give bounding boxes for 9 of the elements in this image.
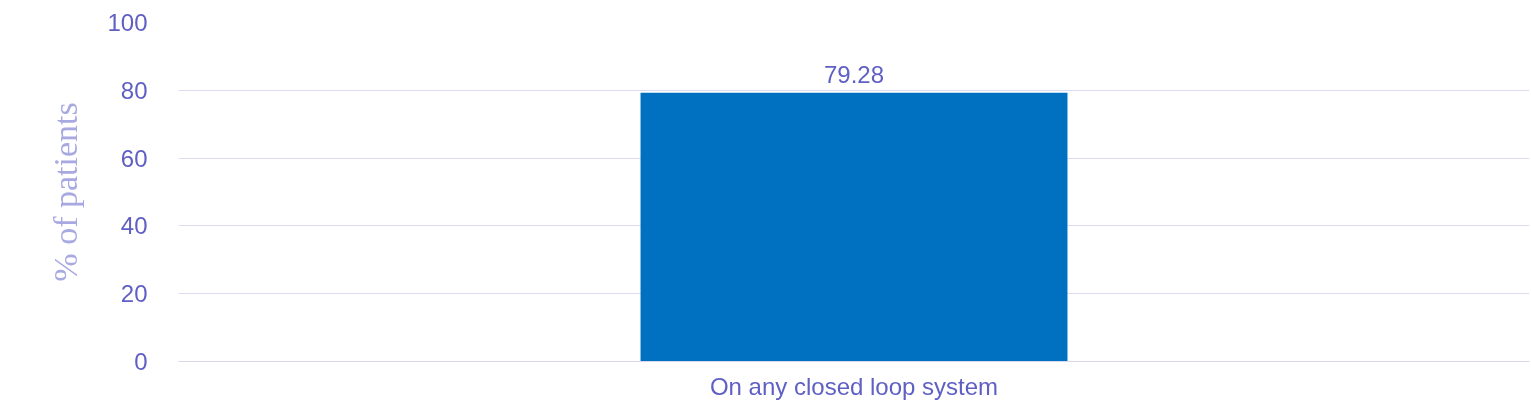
- y-tick-label: 80: [120, 76, 148, 104]
- x-tick-label: On any closed loop system: [709, 372, 999, 400]
- y-tick-label: 40: [120, 212, 148, 240]
- y-tick-label: 0: [134, 348, 148, 375]
- y-tick-label: 60: [120, 144, 148, 172]
- data-label: 79.28: [823, 60, 885, 88]
- y-axis-title: % of patients: [47, 102, 85, 282]
- y-tick-label: 20: [120, 280, 148, 308]
- y-tick-label: 100: [107, 9, 148, 36]
